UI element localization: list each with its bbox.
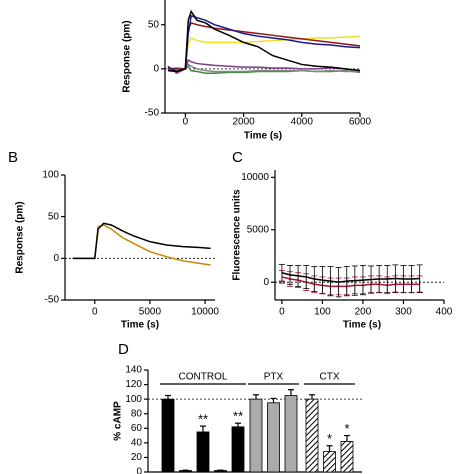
- y-tick-label: 60: [131, 423, 143, 434]
- bar: [267, 402, 280, 473]
- x-tick-label: 10000: [191, 307, 219, 318]
- bar: [323, 451, 336, 473]
- data-line: [167, 9, 361, 73]
- data-line: [167, 35, 361, 72]
- bar: [196, 431, 210, 473]
- significance: **: [233, 409, 243, 424]
- bar: [340, 440, 354, 473]
- y-tick-label: 0: [53, 253, 59, 264]
- y-tick-label: 10000: [241, 172, 269, 183]
- bar: [284, 395, 298, 473]
- x-tick-label: 2000: [232, 117, 255, 128]
- data-line: [72, 222, 211, 260]
- y-tick-label: 0: [153, 64, 159, 75]
- x-tick-label: 0: [92, 307, 98, 318]
- x-tick-label: 400: [436, 307, 453, 318]
- data-line: [167, 22, 361, 70]
- y-tick-label: -50: [45, 295, 60, 306]
- bar: [161, 398, 175, 473]
- y-tick-label: 50: [48, 211, 60, 222]
- data-line: [167, 58, 361, 75]
- y-axis-title: Response (pm): [122, 20, 133, 92]
- y-tick-label: 80: [131, 408, 143, 419]
- panel-label: B: [8, 149, 18, 166]
- panel-label: C: [232, 149, 243, 166]
- y-axis-title: % cAMP: [113, 401, 124, 441]
- y-axis-title: Response (pm): [15, 201, 26, 273]
- group-label: CONTROL: [179, 372, 228, 383]
- x-tick-label: 0: [183, 117, 189, 128]
- data-line: [281, 276, 420, 288]
- x-axis-title: Time (s): [244, 131, 282, 142]
- y-tick-label: -50: [145, 108, 160, 119]
- data-line: [167, 63, 360, 73]
- y-tick-label: 120: [125, 379, 142, 390]
- x-tick-label: 5000: [139, 307, 162, 318]
- y-tick-label: 0: [136, 467, 142, 474]
- y-axis-title: Fluorescence units: [232, 189, 243, 281]
- significance: **: [198, 412, 208, 427]
- bar: [249, 398, 263, 473]
- y-tick-label: 100: [42, 170, 59, 181]
- y-tick-label: 5000: [247, 224, 270, 235]
- significance: *: [327, 431, 332, 446]
- x-tick-label: 100: [314, 307, 331, 318]
- y-tick-label: 100: [125, 394, 142, 405]
- y-tick-label: 20: [131, 452, 143, 463]
- significance: *: [344, 421, 349, 436]
- x-tick-label: 0: [279, 307, 285, 318]
- x-tick-label: 6000: [349, 117, 372, 128]
- x-axis-title: Time (s): [121, 320, 159, 331]
- y-tick-label: 50: [148, 19, 160, 30]
- y-tick-label: 140: [125, 365, 142, 376]
- x-tick-label: 200: [355, 307, 372, 318]
- group-label: PTX: [264, 372, 284, 383]
- data-line: [281, 272, 420, 283]
- x-axis-title: Time (s): [343, 320, 381, 331]
- y-tick-label: 40: [131, 437, 143, 448]
- y-tick-label: 0: [263, 277, 269, 288]
- x-tick-label: 300: [395, 307, 412, 318]
- bar: [231, 426, 245, 473]
- group-label: CTX: [320, 372, 340, 383]
- panel-label: D: [118, 341, 129, 358]
- x-tick-label: 4000: [291, 117, 314, 128]
- bar: [305, 398, 319, 473]
